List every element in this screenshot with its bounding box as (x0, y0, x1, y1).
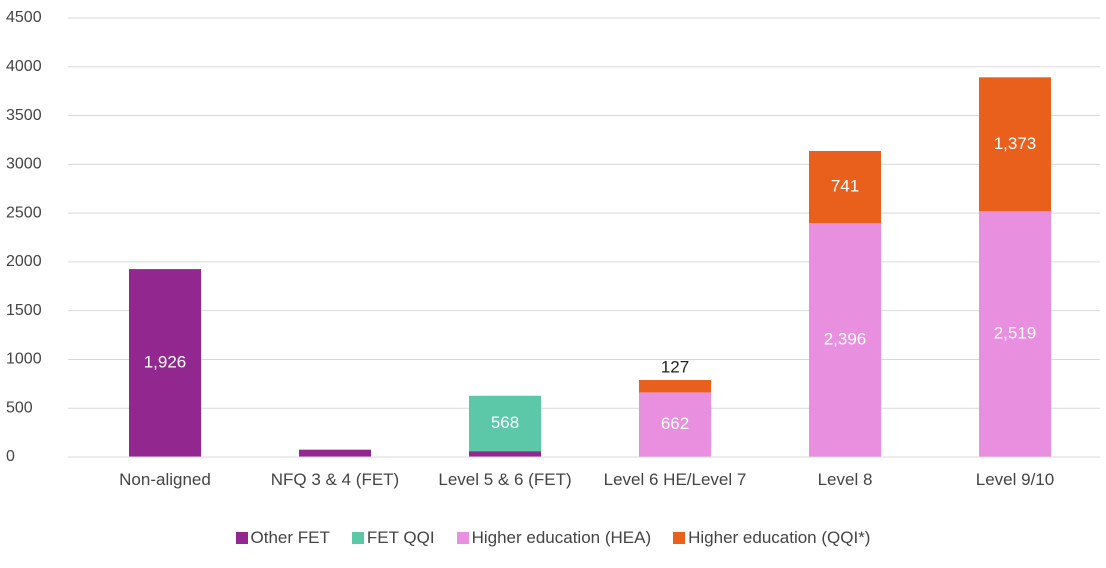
bar-segment (469, 451, 541, 457)
y-tick-label: 2500 (6, 204, 42, 221)
data-label: 2,396 (824, 330, 867, 349)
y-tick-label: 4000 (6, 58, 42, 75)
data-label: 2,519 (994, 324, 1037, 343)
y-tick-label: 500 (6, 399, 33, 416)
y-tick-label: 0 (6, 448, 15, 465)
y-tick-label: 1000 (6, 351, 42, 368)
y-tick-label: 4500 (6, 9, 42, 26)
legend-item: Higher education (HEA) (456, 528, 652, 548)
data-label: 1,373 (994, 134, 1037, 153)
bar-segment (979, 211, 1051, 457)
y-tick-label: 3500 (6, 107, 42, 124)
x-tick-label: Level 9/10 (975, 470, 1055, 489)
legend: Other FET FET QQI Higher education (HEA) Hi… (0, 528, 1106, 548)
legend-label: Higher education (HEA) (471, 528, 652, 547)
data-label: 568 (491, 413, 519, 432)
bar-segment (129, 269, 201, 457)
legend-item: FET QQI (351, 528, 435, 548)
y-tick-label: 2000 (6, 253, 42, 270)
x-tick-label: Level 5 & 6 (FET) (438, 470, 572, 489)
legend-label: Other FET (250, 528, 330, 547)
data-label: 1,926 (144, 353, 187, 372)
legend-item: Other FET (235, 528, 330, 548)
legend-swatch (351, 532, 364, 544)
bar-segment (299, 449, 371, 457)
data-label: 741 (831, 177, 859, 196)
y-tick-label: 1500 (6, 302, 42, 319)
bar-segment (809, 223, 881, 457)
data-label: 127 (661, 358, 689, 377)
bar-segment (469, 395, 541, 452)
legend-swatch (673, 532, 686, 544)
x-tick-label: NFQ 3 & 4 (FET) (270, 470, 400, 489)
bar-segment (639, 380, 711, 393)
data-label: 662 (661, 414, 689, 433)
legend-swatch (456, 532, 469, 544)
x-tick-label: Non-aligned (119, 470, 211, 489)
x-tick-label: Level 6 HE/Level 7 (603, 470, 747, 489)
x-tick-label: Level 8 (817, 470, 873, 489)
plot: 0 500 1000 1500 2000 2500 3000 3500 4000 4500 1,92… (6, 9, 1100, 465)
bar-segment (979, 77, 1051, 212)
bar-segment (809, 150, 881, 224)
legend-label: FET QQI (366, 528, 435, 547)
y-tick-label: 3000 (6, 156, 42, 173)
legend-swatch (235, 532, 248, 544)
legend-item: Higher education (QQI*) (673, 528, 870, 548)
bar-segment (639, 392, 711, 457)
legend-label: Higher education (QQI*) (688, 528, 871, 547)
